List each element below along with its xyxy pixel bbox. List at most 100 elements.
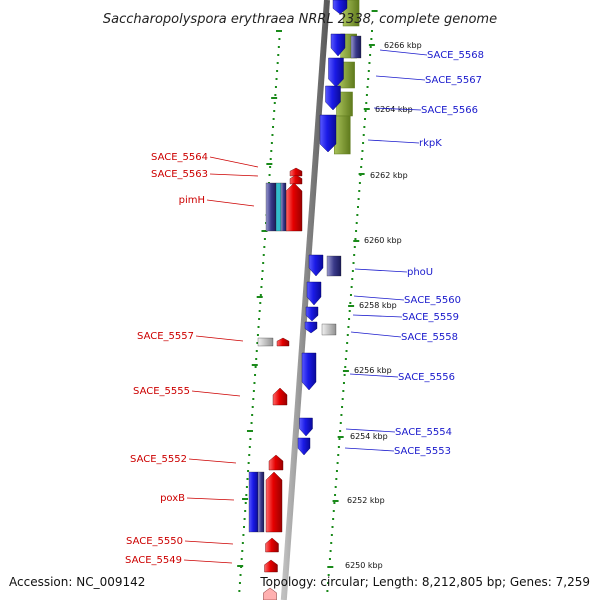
guide-dot [369,54,372,56]
forward-gene-arrow [304,321,318,334]
dotted-guide-tracks [237,10,378,592]
guide-dot [332,510,335,512]
forward-gene-label: SACE_5556 [398,372,455,383]
guide-dot [362,142,365,144]
genome-backbone [280,0,330,600]
guide-dot [252,398,255,400]
forward-gene-arrow [328,57,344,88]
kbp-tick-label: 6264 kbp [375,105,413,114]
guide-dot [272,118,275,120]
kbp-tick-label: 6250 kbp [345,561,383,570]
reverse-gene-arrow [265,471,283,533]
reverse-gene-label: SACE_5549 [125,555,182,566]
guide-dot [335,478,338,480]
guide-dot [340,414,343,416]
forward-gene-label: SACE_5554 [395,427,452,438]
guide-dot [261,278,264,280]
forward-gene-label: SACE_5553 [394,446,451,457]
reverse-gene-box [257,337,274,347]
reverse-label-leader [195,335,244,342]
reverse-gene-box [248,471,259,533]
guide-dot [332,518,335,520]
guide-dash [261,230,268,232]
guide-dot [251,406,254,408]
map-title: Saccharopolyspora erythraea NRRL 2338, c… [103,12,497,27]
forward-gene-arrow [330,33,346,57]
guide-dot [343,374,346,376]
guide-dot [263,238,266,240]
guide-dot [334,494,337,496]
guide-dot [247,462,250,464]
guide-dot [270,150,273,152]
guide-dot [363,126,366,128]
guide-dot [274,86,277,88]
reverse-label-leader [209,156,259,168]
forward-gene-arrow [297,437,311,456]
guide-dot [255,358,258,360]
guide-dot [253,382,256,384]
guide-dot [248,454,251,456]
guide-dot [276,70,279,72]
guide-dot [339,422,342,424]
guide-dot [252,390,255,392]
kbp-scale: 6266 kbp 6264 kbp 6262 kbp 6260 kbp 6258 kbp… [345,41,422,570]
guide-dot [353,254,356,256]
guide-dash [256,296,263,298]
guide-dot [270,142,273,144]
guide-dot [365,102,368,104]
guide-dot [352,262,355,264]
guide-dot [364,110,367,112]
guide-dot [337,446,340,448]
guide-dot [355,222,358,224]
guide-dot [238,590,241,592]
guide-dot [341,406,344,408]
guide-dot [351,270,354,272]
forward-gene-arrow [319,114,337,153]
reverse-gene-arrow [268,454,284,471]
forward-gene-arrow [299,417,313,437]
gc-band [334,115,351,155]
guide-dot [249,438,252,440]
guide-dot [271,134,274,136]
guide-dash [342,370,349,372]
forward-gene-arrow [306,281,322,306]
reverse-gene-box [280,182,287,232]
kbp-tick-label: 6254 kbp [350,432,388,441]
forward-label-leader [379,49,428,56]
guide-dot [362,134,365,136]
guide-dot [244,510,247,512]
guide-dot [241,550,244,552]
guide-dot [346,334,349,336]
guide-dot [263,246,266,248]
guide-dot [356,214,359,216]
backbone-line [280,0,330,600]
guide-dash [246,430,253,432]
guide-dot [277,54,280,56]
reverse-gene-label: SACE_5552 [130,454,187,465]
guide-dot [342,390,345,392]
reverse-gene-label: SACE_5557 [137,331,194,342]
kbp-tick-label: 6266 kbp [384,41,422,50]
guide-dot [334,486,337,488]
kbp-tick-label: 6258 kbp [359,301,397,310]
kbp-tick-label: 6260 kbp [364,236,402,245]
forward-gene-label: SACE_5560 [404,295,461,306]
guide-dot [258,310,261,312]
forward-gene-arrow [325,85,341,111]
reverse-gene-arrow [285,182,303,232]
guide-dot [337,454,340,456]
reverse-gene-arrow [264,559,278,573]
guide-dash [266,163,273,165]
guide-dot [258,318,261,320]
reverse-gene-arrow [265,537,279,553]
forward-label-leader [344,447,395,452]
reverse-gene-arrow [289,174,303,185]
guide-dot [248,446,251,448]
guide-dot [259,294,262,296]
reverse-gene-arrow [272,387,288,406]
guide-dash [237,565,244,567]
guide-dot [327,574,330,576]
guide-dot [339,430,342,432]
reverse-gene-label: SACE_5550 [126,536,183,547]
reverse-gene-label: SACE_5555 [133,386,190,397]
